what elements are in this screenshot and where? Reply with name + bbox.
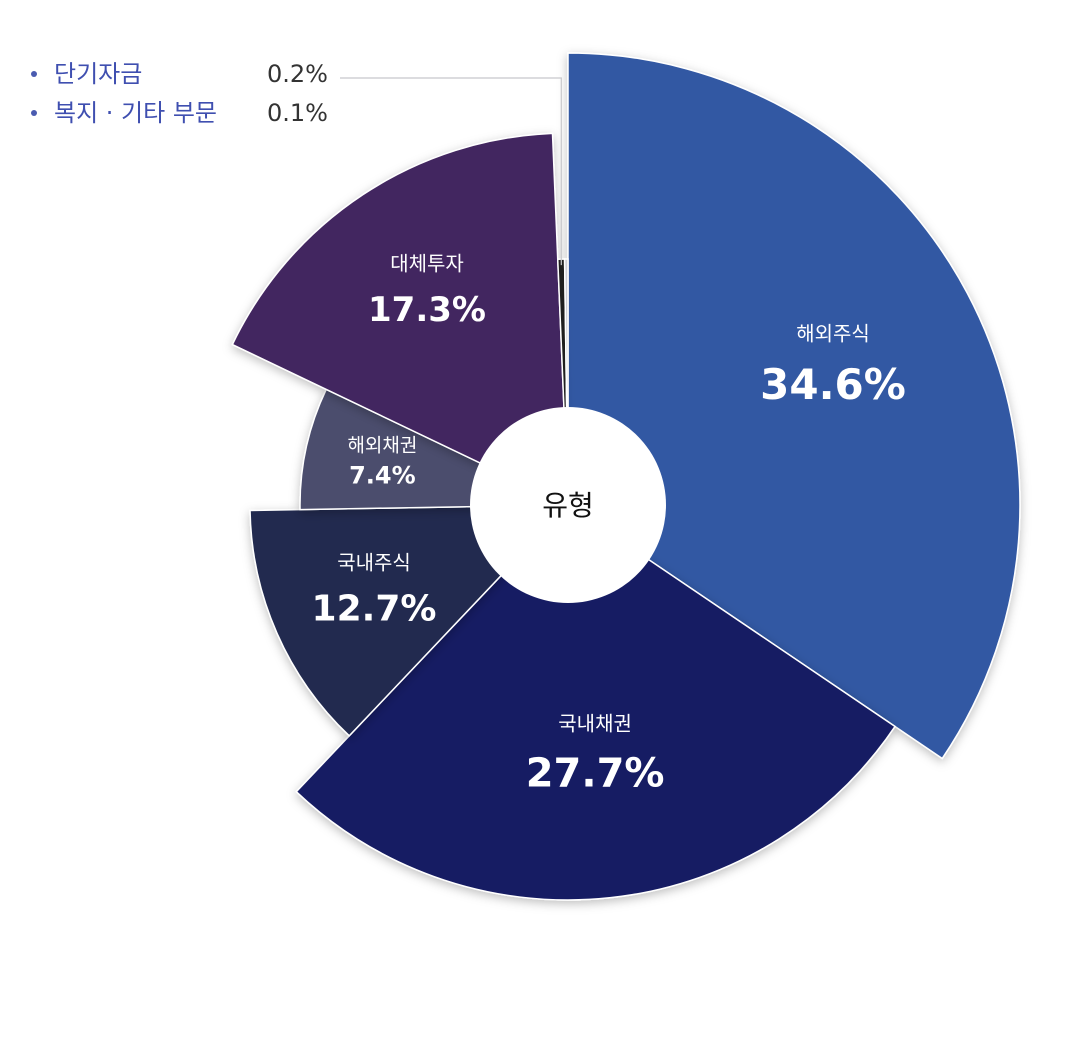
center-label: 유형 bbox=[542, 489, 594, 522]
legend-bullet-icon bbox=[31, 71, 37, 77]
slice-value-label: 7.4% bbox=[349, 462, 416, 490]
legend-item-value: 0.2% bbox=[267, 60, 328, 88]
legend: 단기자금 0.2% 복지 · 기타 부문 0.1% bbox=[31, 60, 328, 127]
slice-value-label: 17.3% bbox=[368, 290, 486, 330]
pie-slice-2 bbox=[295, 504, 897, 901]
pie-slices bbox=[231, 52, 1021, 901]
legend-item-label: 단기자금 bbox=[54, 60, 142, 88]
slice-name-label: 해외주식 bbox=[796, 321, 870, 345]
legend-leader-line bbox=[340, 77, 562, 266]
slice-labels: 해외주식 34.6% 국내채권 27.7% 국내주식 12.7% 해외채권 7.4% 대체투자 1… bbox=[312, 251, 906, 796]
slice-value-label: 27.7% bbox=[526, 751, 665, 797]
slice-name-label: 국내채권 bbox=[558, 712, 632, 736]
slice-value-label: 34.6% bbox=[760, 360, 906, 409]
legend-item-label: 복지 · 기타 부문 bbox=[54, 99, 217, 127]
pie-slice-3 bbox=[249, 504, 570, 737]
slice-name-label: 해외채권 bbox=[347, 435, 417, 457]
leader-lines bbox=[340, 77, 562, 266]
center-hub bbox=[470, 407, 666, 603]
legend-bullet-icon bbox=[31, 110, 37, 116]
legend-item-value: 0.1% bbox=[267, 99, 328, 127]
slice-value-label: 12.7% bbox=[312, 588, 437, 629]
slice-name-label: 대체투자 bbox=[390, 251, 464, 275]
slice-name-label: 국내주식 bbox=[337, 550, 411, 574]
pie-slice-1 bbox=[567, 52, 1021, 760]
pie-slice-5 bbox=[231, 132, 569, 507]
